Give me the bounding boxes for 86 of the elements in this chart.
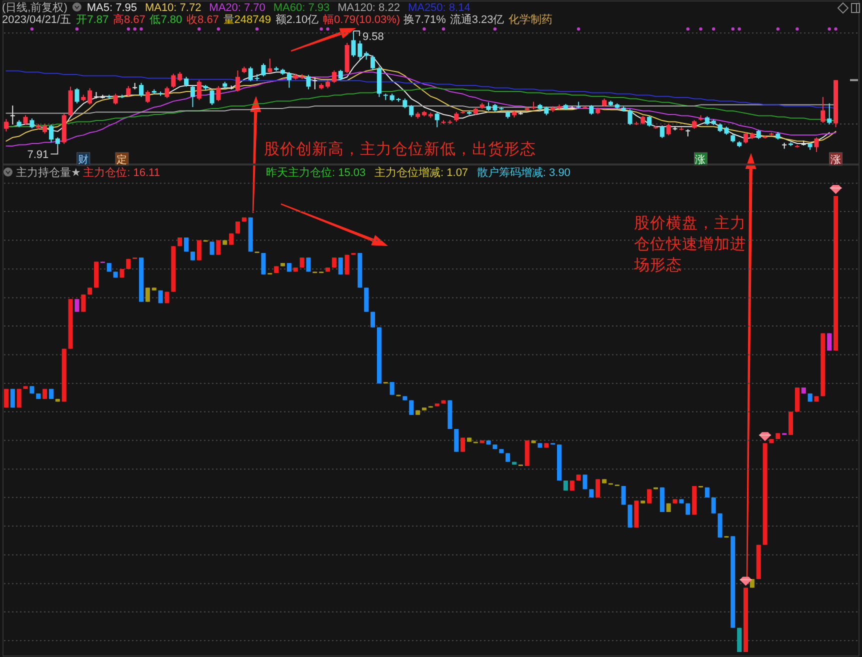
candlestick <box>358 40 362 60</box>
candlestick <box>126 86 131 97</box>
candlestick <box>788 411 794 436</box>
candlestick <box>460 437 466 452</box>
candlestick <box>814 136 819 152</box>
candlestick <box>454 428 459 452</box>
candlestick <box>235 221 240 234</box>
candlestick <box>596 478 600 498</box>
candlestick <box>820 96 826 124</box>
text: 昨天主力仓位: 15.03 <box>266 166 366 179</box>
candlestick <box>210 88 214 106</box>
candlestick <box>23 114 28 126</box>
candlestick <box>711 496 716 514</box>
candlestick <box>178 72 182 82</box>
candlestick <box>409 400 414 416</box>
candlestick <box>145 90 150 104</box>
text: MA60: 7.93 <box>273 2 330 14</box>
candlestick <box>338 257 343 275</box>
candlestick <box>261 252 266 275</box>
candlestick <box>628 504 632 528</box>
candlestick <box>30 118 34 129</box>
text: MA20: 7.70 <box>209 2 266 14</box>
annotation: 9.58 <box>362 31 384 43</box>
chart-title: 主力持仓量★ <box>16 166 81 179</box>
candlestick <box>332 70 336 84</box>
candlestick <box>145 287 150 302</box>
annotation: 股价横盘，主力仓位快速增加进场形态 <box>633 214 746 274</box>
candlestick <box>390 382 394 396</box>
candlestick <box>139 82 144 98</box>
candlestick <box>4 118 8 132</box>
candlestick <box>744 132 748 144</box>
candlestick <box>647 488 652 504</box>
candlestick <box>286 72 292 88</box>
candlestick <box>248 66 253 82</box>
candlestick <box>582 474 588 490</box>
candlestick <box>434 112 440 128</box>
text: MA250: 8.14 <box>408 2 470 14</box>
candlestick <box>216 86 221 102</box>
text: MA5: 7.95 <box>86 2 138 14</box>
candlestick <box>184 76 189 88</box>
text: 主力仓位增减: 1.07 <box>374 166 468 179</box>
annotation: 股价创新高，主力仓位新低，出货形态 <box>264 140 536 158</box>
candlestick <box>190 85 195 108</box>
candlestick <box>216 240 221 256</box>
text: MA120: 8.22 <box>338 2 400 14</box>
annotation: 7.91 <box>27 148 49 161</box>
candlestick <box>621 486 626 506</box>
candlestick <box>589 104 594 116</box>
candlestick <box>196 240 202 261</box>
text: 2023/04/21/五 开7.87 高8.67 低7.80 收8.67 量248749 额2.10亿 幅0.79(10.03%) 换7.71% 流通3.23亿 化学制药 <box>2 14 553 26</box>
candlestick <box>756 129 761 140</box>
candlestick <box>171 73 176 88</box>
candlestick <box>261 62 266 77</box>
candlestick <box>268 58 272 74</box>
candlestick <box>647 115 652 128</box>
text: MA10: 7.72 <box>144 2 202 14</box>
candlestick <box>666 123 671 136</box>
candlestick <box>48 124 54 143</box>
candlestick <box>454 112 459 122</box>
candlestick <box>370 54 376 70</box>
candlestick <box>351 30 356 58</box>
candlestick <box>235 70 240 92</box>
candlestick <box>312 76 318 90</box>
candlestick <box>74 298 80 312</box>
candlestick <box>210 241 214 256</box>
candlestick <box>113 93 118 105</box>
candlestick <box>338 69 343 81</box>
candlestick <box>88 88 92 105</box>
candlestick <box>164 86 170 99</box>
candlestick <box>628 108 632 126</box>
candlestick <box>344 254 350 275</box>
candlestick <box>827 102 832 125</box>
candlestick <box>660 125 664 138</box>
candlestick <box>409 104 414 118</box>
candlestick <box>42 123 48 134</box>
candlestick <box>10 105 15 125</box>
chart-title: (日线,前复权) <box>2 1 68 14</box>
candlestick <box>402 98 408 109</box>
candlestick <box>81 294 86 312</box>
candlestick <box>306 257 311 272</box>
text: 主力仓位: 16.11 <box>83 166 160 179</box>
candlestick <box>196 80 202 101</box>
candlestick <box>370 311 376 328</box>
candlestick <box>306 74 311 90</box>
text: 散户筹码增减: 3.90 <box>476 166 570 179</box>
candlestick <box>74 88 80 104</box>
